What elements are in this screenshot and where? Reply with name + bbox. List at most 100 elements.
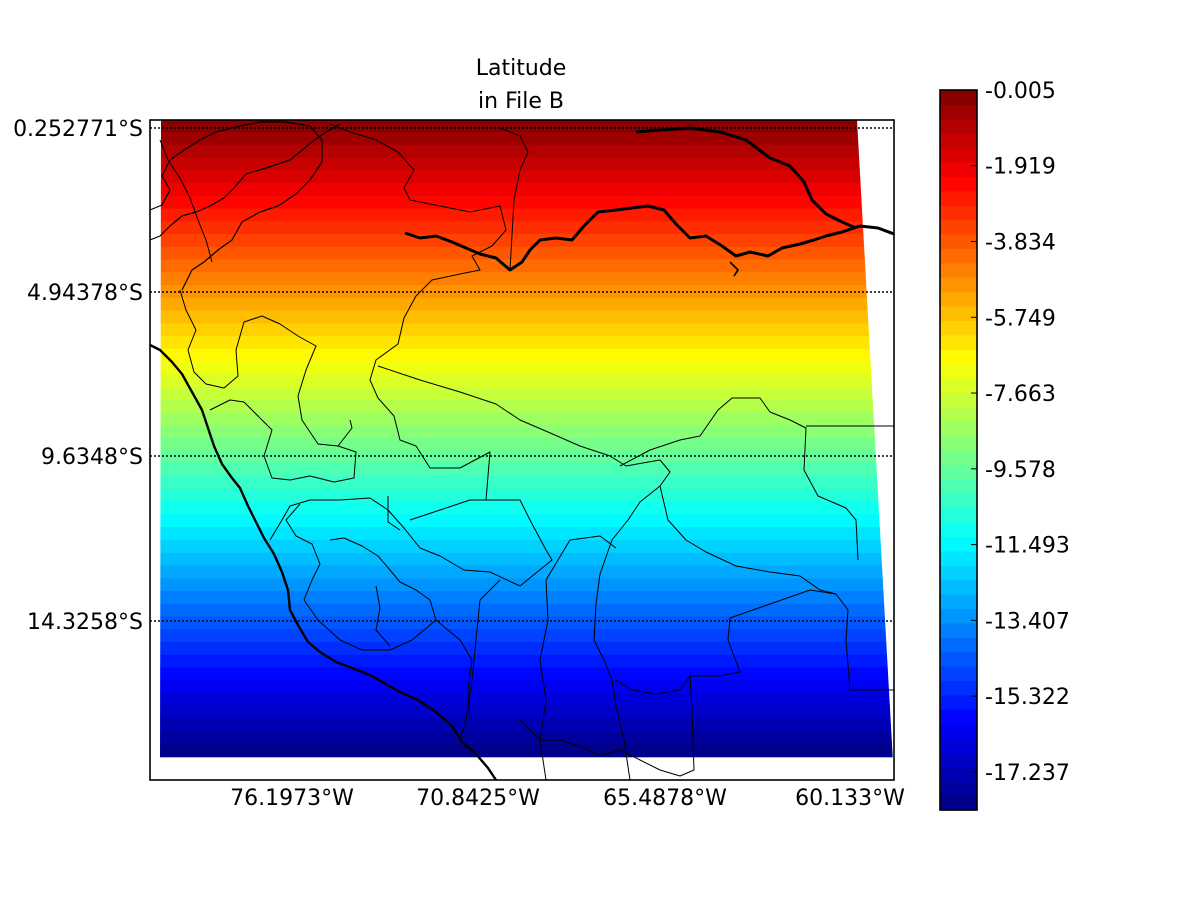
colorbar-band — [940, 147, 977, 163]
latitude-field — [150, 120, 894, 758]
latitude-band — [150, 144, 894, 159]
latitude-band — [150, 399, 894, 414]
colorbar-band — [940, 666, 977, 681]
latitude-band — [150, 297, 894, 312]
colorbar-band — [940, 90, 977, 105]
latitude-band — [150, 157, 894, 171]
lat-label: 0.252771°S — [13, 117, 143, 142]
colorbar-band — [940, 752, 977, 768]
colorbar-band — [940, 795, 977, 811]
latitude-band — [150, 463, 894, 477]
lon-label: 60.133°W — [795, 786, 905, 811]
latitude-band — [150, 132, 894, 146]
latitude-band — [150, 692, 894, 707]
colorbar-band — [940, 349, 977, 365]
colorbar-band — [940, 306, 977, 321]
latitude-band — [150, 514, 894, 528]
latitude-band — [150, 616, 894, 630]
latitude-band — [150, 272, 894, 286]
colorbar-band — [940, 781, 977, 797]
colorbar-band — [940, 507, 977, 523]
parallels — [150, 127, 894, 622]
colorbar-band — [940, 406, 977, 422]
colorbar-tick-label: -0.005 — [985, 79, 1056, 104]
latitude-band — [150, 680, 894, 694]
latitude-band — [150, 120, 894, 133]
colorbar-band — [940, 738, 977, 753]
latitude-band — [150, 374, 894, 388]
colorbar-band — [940, 709, 977, 725]
colorbar-band — [940, 219, 977, 235]
colorbar-tick-label: -5.749 — [985, 306, 1056, 331]
colorbar-band — [940, 162, 977, 177]
colorbar-band — [940, 334, 977, 350]
colorbar-band — [940, 262, 977, 278]
latitude-band — [150, 476, 894, 490]
colorbar-band — [940, 277, 977, 293]
title-line-1: Latitude — [476, 56, 567, 81]
colorbar-tick-label: -9.578 — [985, 458, 1056, 483]
colorbar-band — [940, 133, 977, 149]
latitude-band — [150, 259, 894, 273]
latitude-band — [150, 591, 894, 605]
latitude-band — [150, 654, 894, 669]
colorbar-band — [940, 622, 977, 638]
colorbar-band — [940, 522, 977, 537]
colorbar-band — [940, 234, 977, 249]
colorbar-band — [940, 723, 977, 739]
colorbar-band — [940, 637, 977, 653]
colorbar-band — [940, 190, 977, 206]
lon-label: 76.1973°W — [230, 786, 354, 811]
latitude-band — [150, 348, 894, 363]
latitude-band — [150, 361, 894, 375]
latitude-band — [150, 552, 894, 567]
colorbar-tick-label: -1.919 — [985, 155, 1056, 180]
colorbar-band — [940, 176, 977, 192]
latitude-band — [150, 208, 894, 222]
colorbar-ticks: -0.005 -1.919 -3.834 -5.749 -7.663 -9.578 -11.… — [971, 79, 1070, 786]
colorbar-band — [940, 608, 977, 624]
amazon-river — [404, 204, 894, 272]
latitude-band — [150, 438, 894, 452]
colorbar-tick-label: -13.407 — [985, 609, 1070, 634]
latitude-band — [150, 412, 894, 426]
latitude-band — [150, 501, 894, 516]
latitude-band — [150, 246, 894, 261]
colorbar-band — [940, 766, 977, 782]
colorbar-band — [940, 248, 977, 264]
latitude-band — [150, 705, 894, 720]
latitude-band — [150, 425, 894, 439]
colorbar-band — [940, 435, 977, 451]
latitude-band — [150, 183, 894, 197]
latitude-band — [150, 387, 894, 401]
colorbar-tick-label: -11.493 — [985, 534, 1070, 559]
colorbar-band — [940, 536, 977, 552]
colorbar-band — [940, 680, 977, 696]
colorbar-band — [940, 565, 977, 581]
latitude-band — [150, 489, 894, 503]
lon-label: 65.4878°W — [603, 786, 727, 811]
colorbar-tick-label: -17.237 — [985, 761, 1070, 786]
colorbar-band — [940, 493, 977, 509]
colorbar-band — [940, 363, 977, 379]
colorbar-band — [940, 205, 977, 221]
colorbar-tick-label: -3.834 — [985, 231, 1056, 256]
latitude-band — [150, 667, 894, 681]
latitude-band — [150, 336, 894, 350]
latitude-band — [150, 718, 894, 732]
lon-label: 70.8425°W — [416, 786, 540, 811]
latitude-band — [150, 310, 894, 324]
latitude-band — [150, 565, 894, 579]
latitude-band — [150, 221, 894, 235]
latitude-band — [150, 641, 894, 656]
colorbar-band — [940, 320, 977, 336]
map-frame — [149, 119, 895, 781]
colorbar-band — [940, 450, 977, 465]
colorbar-band — [940, 118, 977, 134]
lat-label: 9.6348°S — [41, 445, 143, 470]
colorbar-band — [940, 378, 977, 393]
latitude-band — [150, 629, 894, 643]
latitude-band — [150, 603, 894, 618]
colorbar-bands — [940, 90, 977, 811]
